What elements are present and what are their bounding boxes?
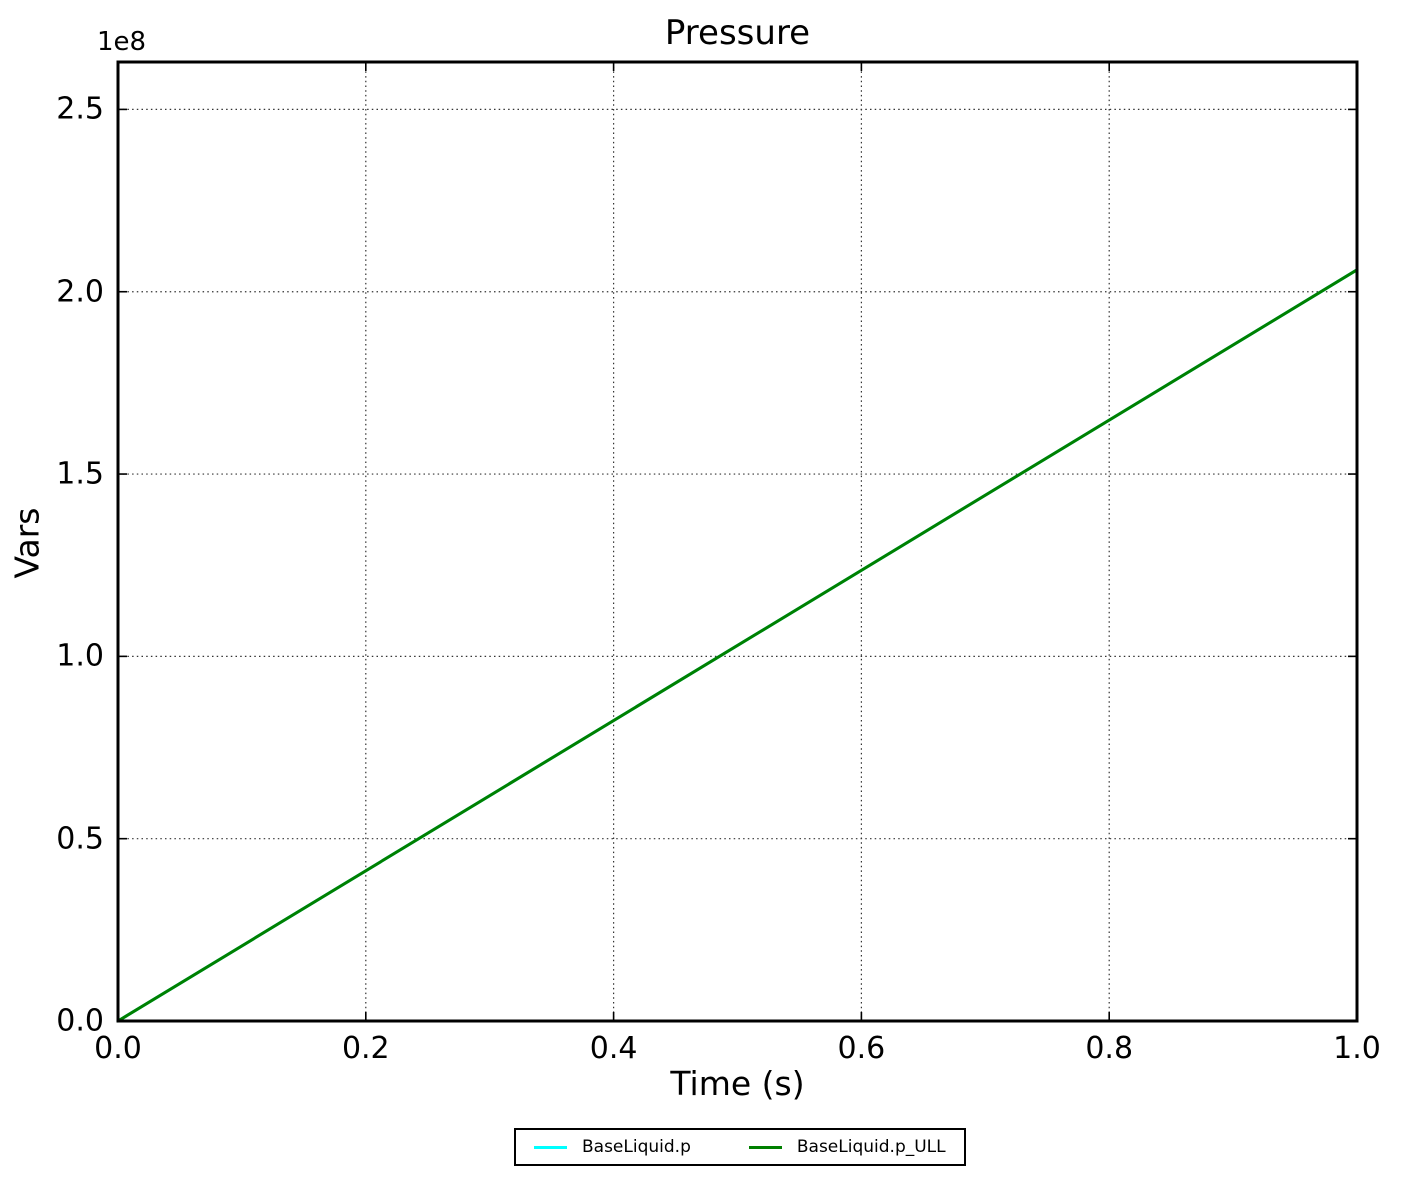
x-tick-label: 0.2 — [341, 1031, 390, 1066]
legend-line-swatch — [748, 1145, 782, 1149]
x-tick-label: 0.6 — [837, 1031, 886, 1066]
legend-entry: BaseLiquid.p_ULL — [748, 1137, 946, 1157]
x-tick-label: 0.0 — [94, 1031, 142, 1066]
x-tick-label: 0.8 — [1085, 1031, 1134, 1066]
legend-label: BaseLiquid.p_ULL — [796, 1137, 946, 1157]
x-tick-label: 1.0 — [1333, 1031, 1381, 1066]
legend: BaseLiquid.p BaseLiquid.p_ULL — [514, 1128, 966, 1166]
y-tick-label: 0.5 — [56, 821, 104, 857]
legend-label: BaseLiquid.p — [582, 1137, 691, 1157]
legend-entry: BaseLiquid.p — [534, 1137, 691, 1157]
axes-border — [116, 60, 1359, 1023]
x-tick-label: 0.4 — [589, 1031, 638, 1066]
y-tick-label: 1.0 — [56, 638, 104, 674]
legend-line-swatch — [534, 1145, 567, 1149]
y-axis-label: Vars — [7, 507, 47, 579]
y-tick-label: 2.5 — [56, 91, 104, 127]
series-line — [116, 268, 1359, 1023]
y-axis-offset-text: 1e8 — [97, 27, 147, 57]
y-tick-label: 0.0 — [56, 1003, 104, 1039]
chart-title: Pressure — [664, 13, 811, 53]
x-axis-label: Time (s) — [670, 1064, 805, 1103]
y-tick-label: 2.0 — [56, 274, 104, 310]
y-tick-label: 1.5 — [56, 456, 104, 492]
